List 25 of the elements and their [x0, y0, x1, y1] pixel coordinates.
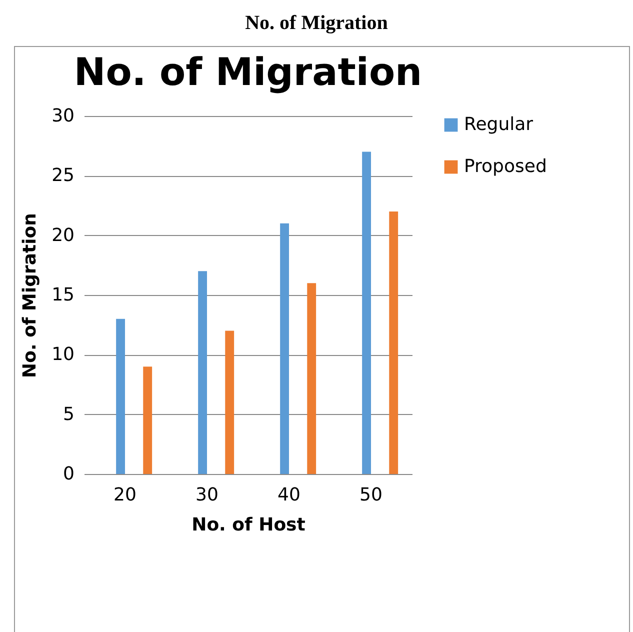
bar	[225, 330, 234, 474]
y-tick-label: 30	[52, 106, 74, 126]
bar	[389, 211, 398, 474]
x-tick-label: 30	[196, 484, 218, 506]
bar	[280, 223, 289, 474]
y-tick-label: 10	[52, 344, 74, 366]
x-tick-label: 50	[360, 484, 382, 506]
bar	[362, 152, 371, 474]
bar	[198, 271, 207, 474]
chart-title: No. of Migration	[74, 50, 422, 94]
bar	[116, 318, 125, 474]
y-tick-label: 20	[52, 224, 74, 246]
x-axis-title: No. of Host	[192, 514, 306, 536]
y-tick-label: 0	[63, 464, 74, 484]
y-axis-title: No. of Migration	[20, 213, 41, 378]
bar	[143, 366, 152, 474]
y-tick-label: 15	[52, 284, 74, 306]
x-tick-label: 20	[114, 484, 136, 506]
bar	[307, 283, 316, 474]
legend-label: Proposed	[464, 156, 547, 177]
x-tick-label: 40	[278, 484, 300, 506]
legend-label: Regular	[464, 114, 534, 135]
y-tick-label: 25	[52, 165, 74, 186]
y-tick-label: 5	[63, 404, 74, 425]
text: No. of Migration	[244, 11, 389, 36]
